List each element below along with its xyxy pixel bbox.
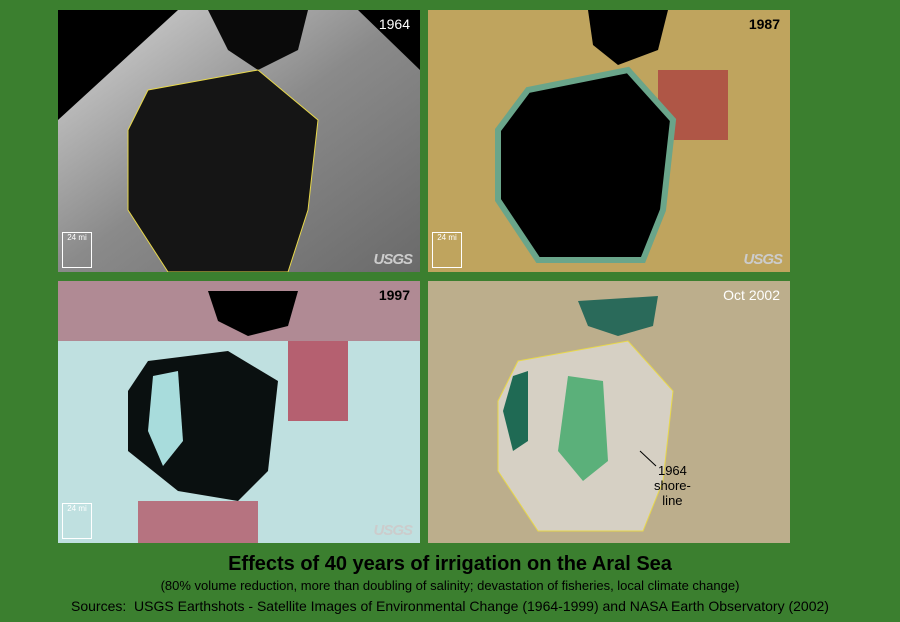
logo: USGS [373,251,413,268]
satellite-image [428,10,790,272]
year-label: 1964 [378,16,410,32]
scale-label: 24 mi [62,503,92,539]
logo: USGS [373,522,413,539]
shoreline-annotation: 1964 shore- line [654,463,691,508]
annotation-line: shore- [654,478,691,493]
annotation-line: line [662,493,683,508]
panel-2002: Oct 2002 1964 shore- line [428,281,790,543]
satellite-image [428,281,790,543]
scale-label: 24 mi [62,232,92,268]
annotation-line: 1964 [657,463,687,478]
logo: USGS [743,251,783,268]
panel-1987: 1987 24 mi USGS [428,10,790,272]
year-label: 1987 [748,16,780,32]
title: Effects of 40 years of irrigation on the… [228,553,672,575]
year-label: 1997 [378,287,410,303]
year-label: Oct 2002 [723,287,780,303]
panel-1997: 1997 24 mi USGS [58,281,420,543]
sources: Sources: USGS Earthshots - Satellite Ima… [71,598,829,614]
satellite-image [58,10,420,272]
scale-label: 24 mi [432,232,462,268]
panel-1964: 1964 24 mi USGS [58,10,420,272]
satellite-image [58,281,420,543]
subtitle: (80% volume reduction, more than doublin… [160,578,740,593]
